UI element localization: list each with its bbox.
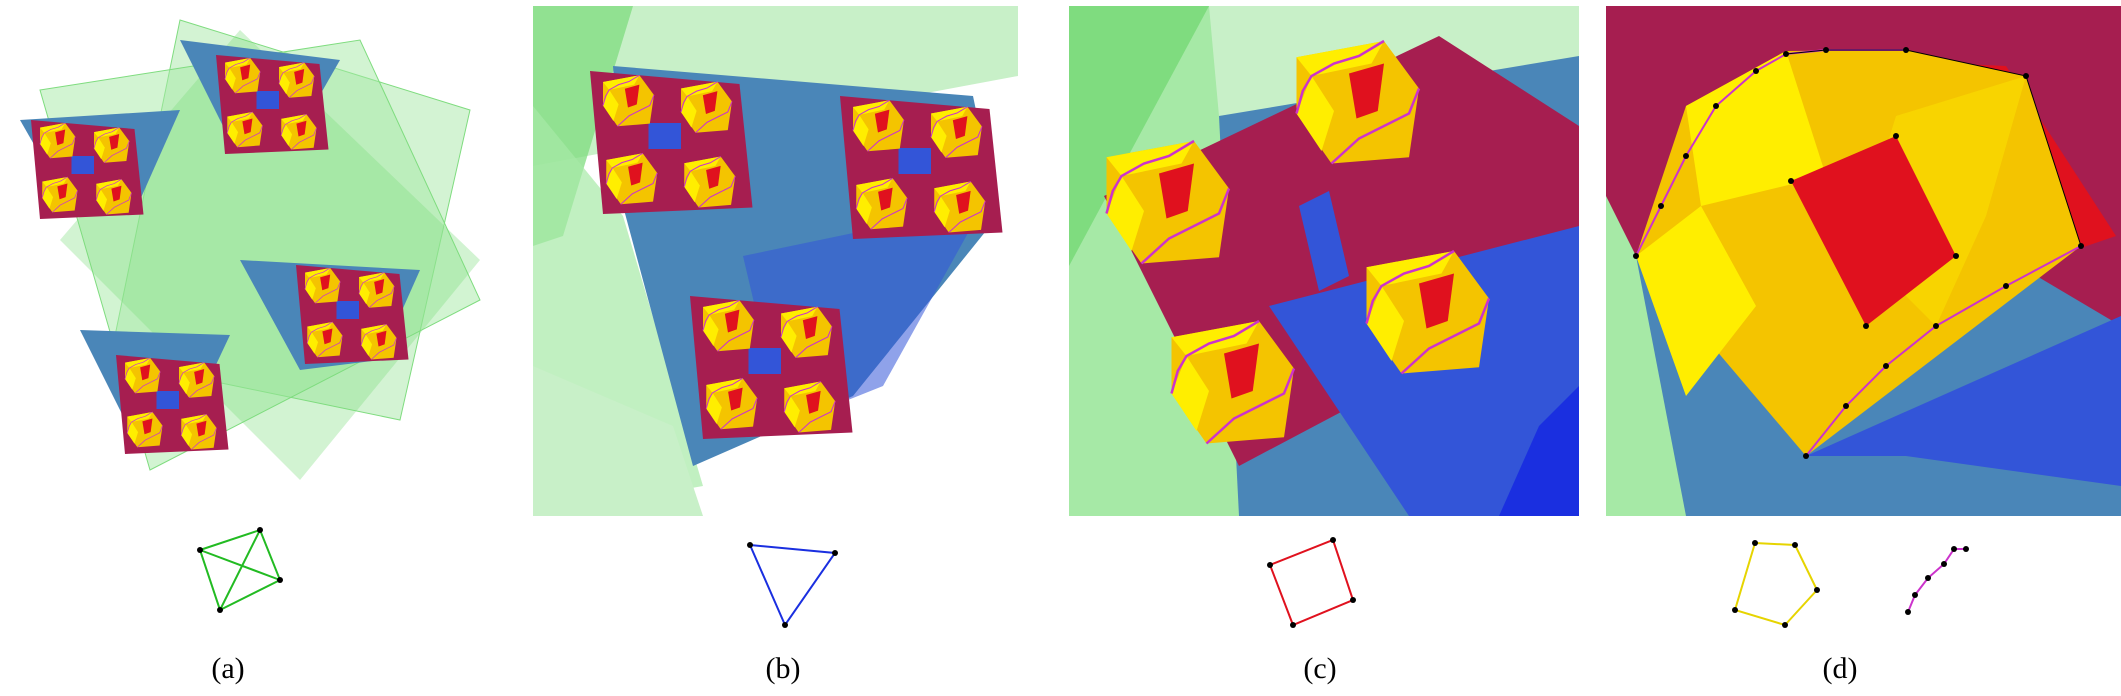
panel-c-zoom-level-2 <box>1069 6 1579 516</box>
caption-a: (a) <box>211 652 245 685</box>
yellow-pentagon-icon <box>1725 535 1825 635</box>
magenta-curve-polyline-icon <box>1900 540 1970 620</box>
panel-d-zoom-level-3 <box>1606 6 2121 516</box>
panel-b-zoom-level-1 <box>533 6 1018 516</box>
caption-b: (b) <box>765 652 801 685</box>
red-quadrilateral-icon <box>1258 530 1358 630</box>
panel-a-fractal-overview <box>0 0 520 510</box>
caption-d: (d) <box>1822 652 1858 685</box>
green-quadrilateral-with-diagonals-icon <box>190 520 290 620</box>
blue-triangle-icon <box>740 535 840 635</box>
caption-c: (c) <box>1303 652 1337 685</box>
